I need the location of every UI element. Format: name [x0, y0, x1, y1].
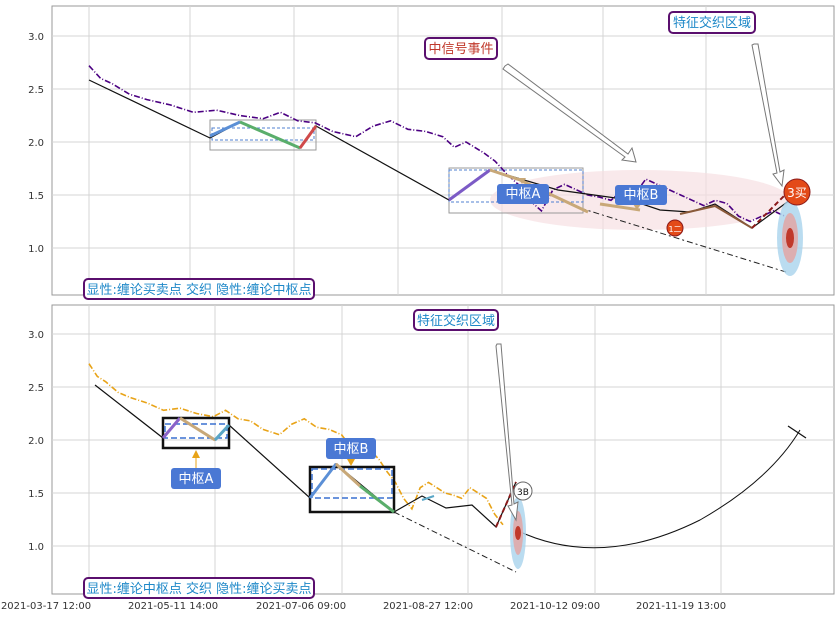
- top-buy12-label: 1二: [668, 225, 681, 234]
- xtick-3: 2021-08-27 12:00: [383, 601, 473, 612]
- bottom-support-line: [393, 511, 517, 573]
- bottom-feature-zone-label: 特征交织区域: [417, 313, 495, 329]
- top-feature-arrow: [751, 43, 785, 188]
- top-bi-purple: [448, 168, 491, 202]
- top-panel: 3.0 2.5 2.0 1.5 1.0: [28, 5, 835, 300]
- xtick-1: 2021-05-11 14:00: [128, 601, 218, 612]
- bottom-bi-blue: [308, 463, 338, 499]
- top-ytick-25: 2.5: [28, 85, 44, 96]
- bottom-zs-box-a: [161, 416, 231, 450]
- bottom-zhongshu-a-box: [171, 468, 221, 489]
- top-bi-blue: [209, 120, 241, 138]
- xtick-0: 2021-03-17 12:00: [1, 601, 91, 612]
- bottom-panel-frame: [51, 304, 835, 595]
- bottom-ytick-3: 3.0: [28, 330, 44, 341]
- top-y-ticks: 3.0 2.5 2.0 1.5 1.0: [28, 32, 44, 255]
- top-feature-zone-label: 特征交织区域: [673, 15, 751, 31]
- top-signal-event-box: [424, 37, 498, 60]
- top-signal-arrow: [502, 63, 637, 163]
- bottom-ytick-15: 1.5: [28, 489, 44, 500]
- bottom-legend-text: 显性:缠论中枢点 交织 隐性:缠论买卖点: [86, 581, 311, 597]
- top-zhongshu-a-label: 中枢A: [506, 187, 541, 202]
- top-legend-box: [83, 278, 315, 300]
- top-zhongshu-b-label: 中枢B: [624, 188, 659, 203]
- top-signal-event-label: 中信号事件: [428, 42, 493, 57]
- bottom-zhongshu-a-label: 中枢A: [179, 472, 214, 487]
- top-marker-down-2: [633, 204, 641, 210]
- bottom-curve-cap: [787, 425, 807, 439]
- bottom-3b-circle: [513, 481, 533, 501]
- top-buy3-label: 3买: [787, 186, 807, 200]
- bottom-legend-box: [83, 577, 315, 599]
- bottom-ytick-25: 2.5: [28, 383, 44, 394]
- bottom-zs-box-b: [308, 465, 396, 514]
- bottom-zhongshu-a-pointer-head: [192, 450, 200, 458]
- top-ytick-15: 1.5: [28, 191, 44, 202]
- top-hotspot-core: [786, 228, 794, 248]
- top-support-line: [579, 207, 787, 273]
- top-series-line-0: [88, 65, 786, 223]
- top-ytick-3: 3.0: [28, 32, 44, 43]
- bottom-bi-tan: [179, 416, 216, 442]
- top-legend-text: 显性:缠论买卖点 交织 隐性:缠论中枢点: [86, 282, 311, 298]
- top-bi-brown: [679, 204, 753, 229]
- top-bi-green: [239, 120, 301, 150]
- bottom-feature-zone-box: [413, 309, 499, 331]
- bottom-bi-teal-2: [421, 495, 435, 501]
- bottom-curve: [515, 429, 801, 549]
- bottom-ytick-1: 1.0: [28, 542, 44, 553]
- bottom-bi-teal: [213, 423, 231, 442]
- bottom-series-line-0: [88, 363, 504, 526]
- top-bi-darkred: [751, 189, 791, 229]
- bottom-zhongshu-b-box: [326, 438, 376, 459]
- bottom-ytick-2: 2.0: [28, 436, 44, 447]
- xtick-4: 2021-10-12 09:00: [510, 601, 600, 612]
- top-price-series: [88, 65, 786, 223]
- xtick-5: 2021-11-19 13:00: [636, 601, 726, 612]
- bottom-y-ticks: 3.0 2.5 2.0 1.5 1.0: [28, 330, 44, 553]
- top-zhongshu-b-box: [615, 185, 667, 205]
- top-ytick-1: 1.0: [28, 244, 44, 255]
- bottom-grid: [52, 305, 834, 594]
- xtick-2: 2021-07-06 09:00: [256, 601, 346, 612]
- bottom-3b-label: 3B: [517, 488, 529, 498]
- bottom-bi-tan-2: [334, 462, 362, 488]
- top-feature-zone-box: [668, 11, 756, 34]
- x-ticks: 2021-03-17 12:00 2021-05-11 14:00 2021-0…: [1, 601, 726, 612]
- bottom-price-series: [88, 363, 504, 526]
- top-zhongshu-a-box: [497, 184, 549, 204]
- top-buy12-circle: [666, 219, 684, 237]
- bottom-zs-box-b-inner: [311, 468, 393, 499]
- bottom-bi-purple: [161, 417, 182, 439]
- top-ytick-2: 2.0: [28, 138, 44, 149]
- top-bi-tan-2: [599, 202, 641, 212]
- bottom-zhongshu-b-label: 中枢B: [334, 442, 369, 457]
- top-bi-red: [298, 125, 318, 149]
- bottom-panel: 3.0 2.5 2.0 1.5 1.0: [28, 304, 835, 599]
- bottom-bi-green: [359, 484, 395, 514]
- bottom-zs-box-a-inner: [164, 423, 228, 439]
- top-buy3-circle: [783, 178, 811, 206]
- bottom-feature-arrow: [495, 343, 519, 522]
- bottom-hotspot-core: [515, 526, 521, 540]
- bottom-zhongshu-b-pointer: [347, 459, 355, 466]
- top-marker-down-1: [518, 178, 526, 184]
